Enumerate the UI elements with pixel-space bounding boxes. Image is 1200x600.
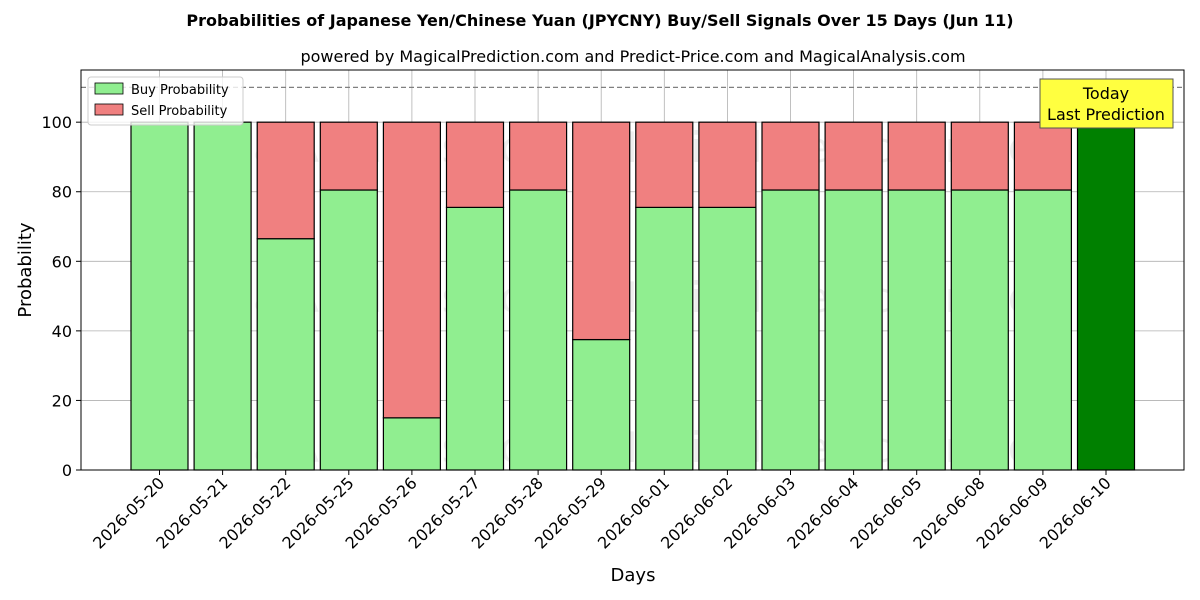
bar-sell [1013,121,1073,191]
bar-sell [824,121,883,191]
bar-buy [635,206,694,471]
chart-subtitle: powered by MagicalPrediction.com and Pre… [300,47,965,66]
bar-buy [824,189,883,471]
bar-sell [445,121,505,208]
chart-title: Probabilities of Japanese Yen/Chinese Yu… [186,11,1013,30]
plot-area [80,69,1185,471]
bar-buy [572,338,631,471]
bar-sell [887,121,946,191]
legend-frame [87,76,244,126]
bar-buy [1076,121,1136,471]
y-tick-label: 60 [52,252,72,271]
bar-buy [698,206,757,471]
y-axis-label: Probability [15,222,36,317]
y-axis: 0 20 40 60 80 100 [41,113,81,480]
bar-sell [572,121,631,341]
bar-sell [382,121,441,419]
bar-sell [635,121,694,208]
bar-buy [950,189,1009,471]
bar-buy [509,189,568,471]
x-axis-label: Days [611,565,656,586]
y-tick-label: 80 [52,183,72,202]
legend-swatch-buy [94,82,124,95]
y-tick-label: 40 [52,322,72,341]
bar-buy [887,189,946,471]
bar-buy [445,206,505,471]
bar-buy [761,189,820,471]
bar-buy [382,417,441,471]
annotation-box [1039,78,1174,129]
bar-sell [761,121,820,191]
legend-label-buy: Buy Probability [131,83,229,98]
legend-label-sell: Sell Probability [131,104,228,119]
bar-sell [256,121,315,240]
bars [130,121,1136,471]
bar-sell [319,121,378,191]
y-tick-label: 20 [52,391,72,410]
legend: Buy Probability Sell Probability [87,76,244,126]
y-tick-label: 100 [41,113,72,132]
bar-buy [319,189,378,471]
x-axis: 2026-05-202026-05-212026-05-222026-05-25… [89,470,1115,553]
bar-sell [509,121,568,191]
annotation-line-1: Today [1082,84,1129,103]
annotation-line-2: Last Prediction [1047,105,1165,124]
bar-sell [950,121,1009,191]
bar-buy [1013,189,1073,471]
bar-buy [256,238,315,471]
bar-sell [698,121,757,208]
y-tick-label: 0 [62,461,72,480]
bar-buy [130,121,189,471]
today-annotation: Today Last Prediction [1039,78,1174,129]
bar-buy [193,121,252,471]
legend-swatch-sell [94,103,124,116]
